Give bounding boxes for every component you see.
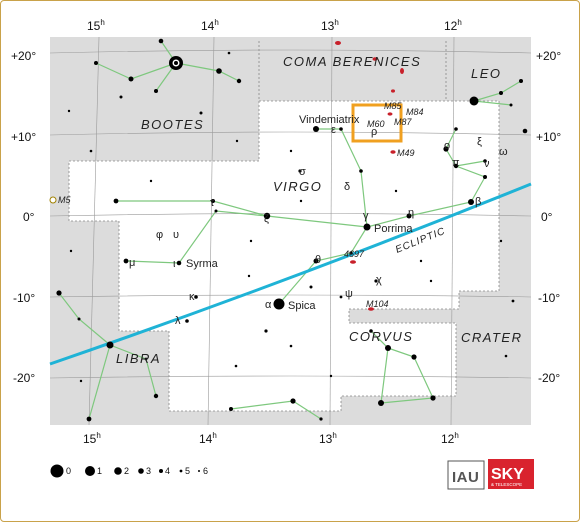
svg-text:μ: μ [129,257,135,269]
svg-text:14h: 14h [201,18,219,33]
svg-text:υ: υ [173,229,179,241]
greek-letters: ε ρ σ δ γ η ο π ν ξ ω β τ ζ φ υ μ ι θ ψ … [129,124,508,327]
svg-text:ψ: ψ [345,288,353,300]
svg-text:13h: 13h [319,431,337,446]
svg-text:1: 1 [97,466,102,476]
svg-text:ε: ε [331,124,336,136]
svg-text:0°: 0° [541,210,553,224]
highlight-box [351,103,403,143]
svg-text:IAU: IAU [452,469,479,486]
svg-text:M5: M5 [58,195,71,205]
svg-text:0: 0 [66,466,71,476]
svg-text:η: η [408,207,414,219]
svg-text:ν: ν [484,158,490,170]
svg-text:4697: 4697 [344,249,365,259]
star-spica: Spica [288,300,316,312]
svg-text:β: β [475,196,481,208]
constellation-bootes: BOOTES [141,117,204,132]
constellation-crater: CRATER [461,330,522,345]
iau-logo: IAU [447,460,485,490]
svg-text:ι: ι [173,258,176,270]
constellation-boundary [68,100,500,412]
virgo-region [69,101,499,411]
galaxies [335,41,404,311]
svg-text:π: π [452,157,460,169]
svg-text:& TELESCOPE: & TELESCOPE [491,482,522,487]
svg-text:φ: φ [156,229,163,241]
svg-text:α: α [265,299,272,311]
svg-text:σ: σ [299,166,306,178]
star-vindemiatrix: Vindemiatrix [299,114,360,126]
m5-cluster [49,196,57,204]
coordinate-grid [49,36,532,426]
star-porrima: Porrima [374,223,413,235]
svg-text:M84: M84 [406,107,424,117]
svg-text:λ: λ [175,315,181,327]
svg-text:4: 4 [165,466,170,476]
svg-text:ω: ω [499,146,508,158]
svg-text:γ: γ [363,210,369,222]
svg-text:14h: 14h [199,431,217,446]
svg-text:12h: 12h [441,431,459,446]
constellation-corvus: CORVUS [349,329,413,344]
svg-text:-20°: -20° [538,371,560,385]
svg-text:τ: τ [210,197,215,209]
svg-text:5: 5 [185,466,190,476]
magnitude-legend: 0 1 2 3 4 5 6 [50,464,208,478]
svg-text:15h: 15h [87,18,105,33]
svg-text:ξ: ξ [477,136,482,148]
svg-text:2: 2 [124,466,129,476]
svg-text:6: 6 [203,466,208,476]
svg-text:15h: 15h [83,431,101,446]
constellation-virgo: VIRGO [273,179,322,194]
svg-text:+10°: +10° [11,130,36,144]
svg-text:-10°: -10° [13,291,35,305]
svg-text:12h: 12h [444,18,462,33]
ra-labels-top: 15h 14h 13h 12h [87,18,462,33]
svg-text:M60: M60 [367,119,385,129]
svg-text:-10°: -10° [538,291,560,305]
svg-text:χ: χ [376,274,382,286]
stars [56,38,528,422]
svg-text:-20°: -20° [13,371,35,385]
sky-telescope-logo: SKY & TELESCOPE [488,459,534,489]
svg-text:13h: 13h [321,18,339,33]
svg-text:θ: θ [315,254,321,266]
dec-labels-right: +20° +10° 0° -10° -20° [536,49,561,385]
dec-labels-left: +20° +10° 0° -10° -20° [11,49,36,385]
star-syrma: Syrma [186,258,219,270]
svg-text:ο: ο [444,140,450,152]
svg-text:3: 3 [146,466,151,476]
svg-text:M87: M87 [394,117,413,127]
constellation-coma-berenices: COMA BERENICES [283,54,421,69]
svg-text:M85: M85 [384,101,403,111]
constellation-libra: LIBRA [116,351,161,366]
svg-text:ζ: ζ [264,213,269,225]
svg-text:+20°: +20° [11,49,36,63]
ra-labels-bottom: 15h 14h 13h 12h [83,431,459,446]
svg-text:M104: M104 [366,299,389,309]
svg-text:+10°: +10° [536,130,561,144]
svg-text:ρ: ρ [371,126,377,138]
svg-text:δ: δ [344,181,350,193]
svg-text:SKY: SKY [491,466,524,483]
svg-text:0°: 0° [23,210,35,224]
svg-text:M49: M49 [397,148,415,158]
constellation-leo: LEO [471,66,502,81]
svg-text:+20°: +20° [536,49,561,63]
ecliptic-line [49,182,532,366]
svg-text:κ: κ [189,291,195,303]
object-labels: M85 M84 M87 M60 M49 M5 M104 4697 [58,101,424,309]
